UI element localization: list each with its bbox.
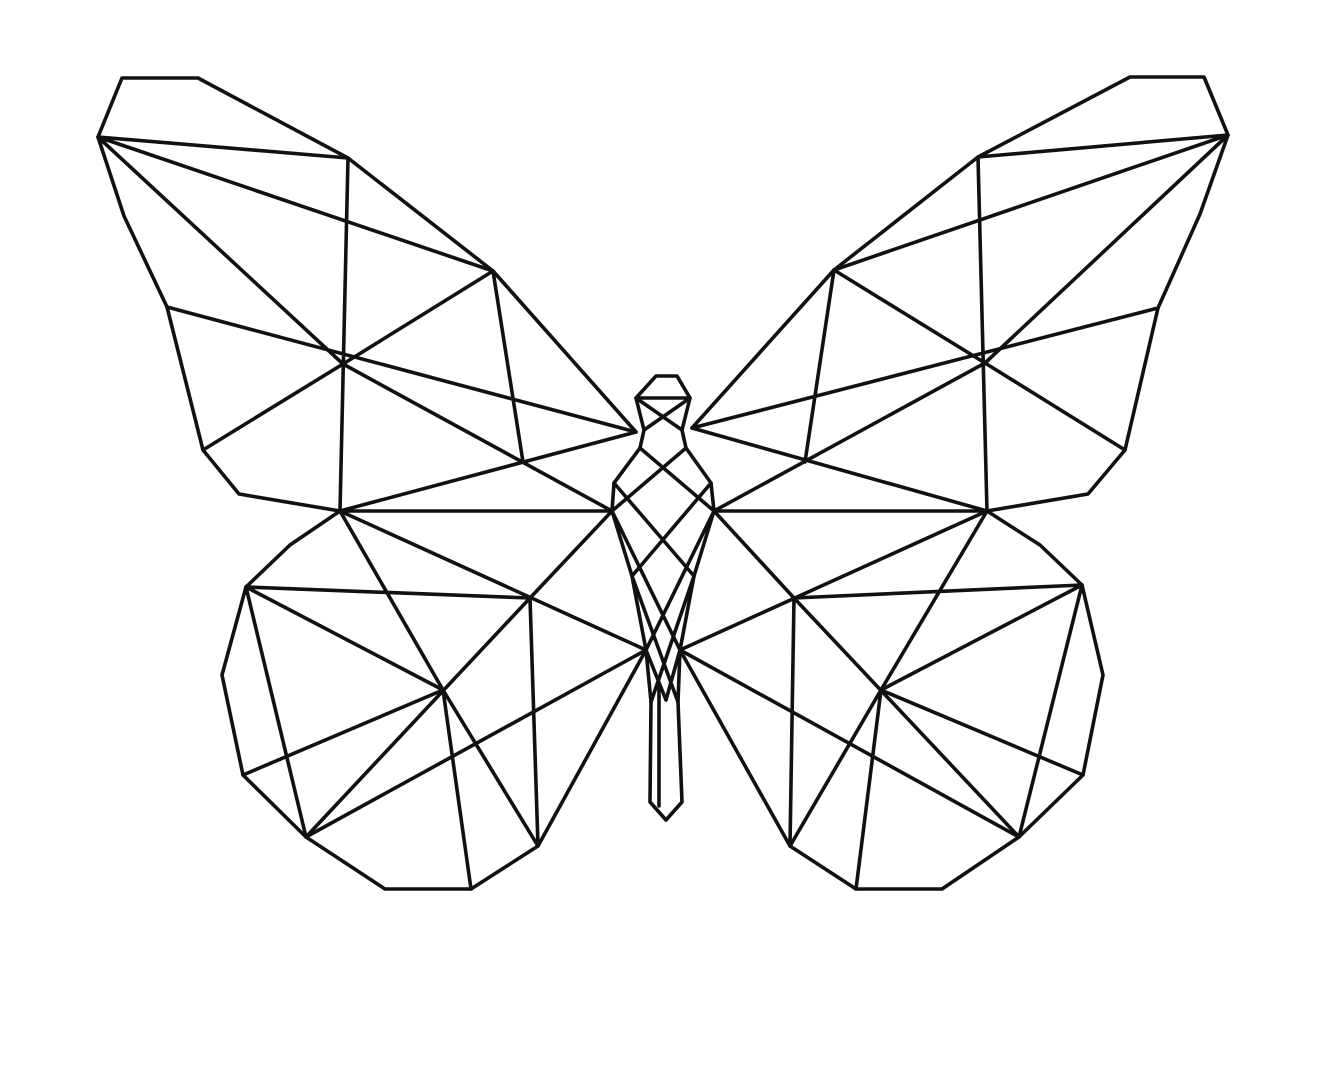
left-hindwing-facets (241, 509, 648, 891)
body-facets (610, 396, 716, 808)
butterfly-body (610, 374, 716, 822)
right-hindwing-outline (678, 509, 1105, 891)
body-outline (610, 374, 716, 822)
left-forewing (96, 76, 638, 513)
right-hindwing (678, 509, 1105, 891)
right-forewing (690, 75, 1230, 513)
left-hindwing-outline (220, 509, 648, 891)
right-hindwing-facets (678, 509, 1085, 891)
left-hindwing (220, 509, 648, 891)
left-forewing-facets (96, 135, 638, 513)
right-forewing-facets (690, 133, 1230, 513)
